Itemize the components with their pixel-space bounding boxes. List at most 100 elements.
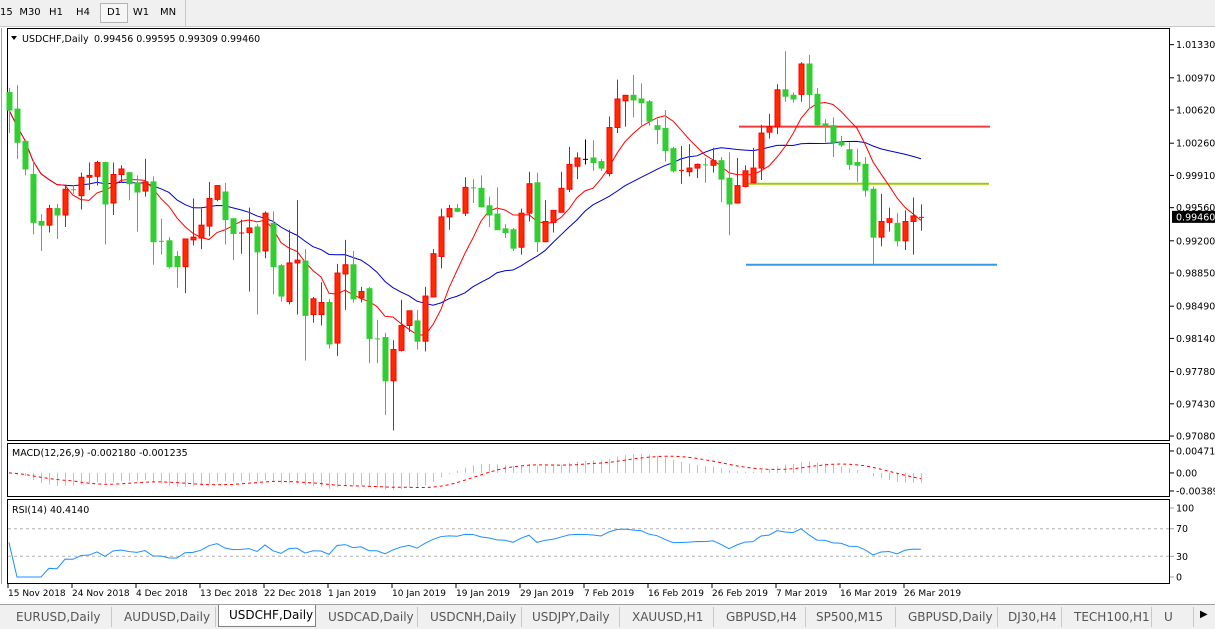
rsi-panel-frame: [7, 499, 1170, 584]
chart-tab[interactable]: USDJPY,Daily: [522, 607, 620, 627]
rsi-axis-label: 0: [1176, 573, 1182, 584]
date-axis-label: 4 Dec 2018: [136, 589, 188, 599]
candle: [239, 219, 244, 254]
candle-body: [598, 161, 605, 169]
collapse-triangle-icon[interactable]: [11, 36, 17, 40]
candle-body: [438, 216, 445, 257]
chart-tab[interactable]: AUDUSD,Daily: [114, 607, 216, 627]
price-axis-label: 1.00970: [1176, 73, 1215, 84]
candle-body: [390, 348, 397, 382]
candle-body: [462, 186, 469, 214]
candle-body: [454, 208, 461, 212]
chart-tab[interactable]: USDCNH,Daily: [420, 607, 522, 627]
candle: [598, 158, 605, 171]
candle: [886, 207, 893, 232]
date-axis-label: 16 Feb 2019: [648, 589, 704, 599]
candle: [838, 135, 845, 147]
candle-body: [382, 337, 389, 382]
candle-body: [414, 320, 421, 342]
chart-tab[interactable]: DJ30,H4: [998, 607, 1062, 627]
candle-body: [774, 89, 781, 128]
timeframe-button-h4[interactable]: H4: [76, 7, 90, 18]
tab-scroll-right-icon[interactable]: ▶: [1200, 609, 1208, 620]
candle-body: [646, 101, 653, 122]
candle: [142, 158, 149, 197]
candle-body: [718, 160, 725, 180]
date-axis-label: 22 Dec 2018: [264, 589, 322, 599]
chart-tab[interactable]: EURUSD,Daily: [6, 607, 112, 627]
candle: [646, 99, 653, 126]
price-axis-label: 0.97080: [1176, 432, 1215, 443]
candle: [718, 157, 725, 203]
candle: [14, 85, 21, 159]
candle-body: [142, 181, 149, 192]
candle: [854, 148, 861, 182]
candle-body: [590, 157, 597, 164]
timeframe-button-15[interactable]: 15: [0, 7, 13, 18]
chart-tab[interactable]: GBPUSD,H4: [716, 607, 806, 627]
timeframe-button-d1[interactable]: D1: [100, 3, 128, 23]
candle-body: [270, 222, 277, 268]
timeframe-button-m30[interactable]: M30: [19, 7, 41, 18]
candle: [86, 162, 93, 191]
candle: [670, 146, 677, 173]
candle: [814, 87, 821, 126]
chart-tab[interactable]: U: [1154, 607, 1194, 627]
candle: [302, 249, 309, 361]
chart-tab[interactable]: USDCAD,Daily: [318, 607, 418, 627]
candle-body: [302, 260, 309, 316]
chart-tab[interactable]: TECH100,H1: [1064, 607, 1152, 627]
candle-body: [30, 174, 37, 223]
candle: [278, 263, 285, 302]
candle-body: [446, 208, 453, 218]
candle: [46, 204, 53, 233]
candle-body: [486, 205, 493, 216]
candle-body: [534, 182, 541, 243]
candle: [518, 208, 525, 255]
candle: [350, 250, 357, 303]
candle-body: [694, 163, 701, 169]
candle-body: [654, 125, 661, 130]
candle: [62, 184, 69, 227]
candle: [174, 250, 181, 288]
candle: [574, 152, 581, 180]
candle: [430, 249, 437, 298]
candle: [750, 147, 757, 184]
candle-body: [126, 172, 133, 185]
candle: [326, 298, 333, 349]
chart-tab[interactable]: GBPUSD,Daily: [898, 607, 998, 627]
chart-tab[interactable]: XAUUSD,H1: [622, 607, 714, 627]
timeframe-button-w1[interactable]: W1: [132, 7, 150, 18]
candle: [30, 159, 37, 235]
date-axis-label: 7 Mar 2019: [776, 589, 828, 599]
candle: [766, 113, 773, 139]
candle-body: [6, 92, 13, 111]
price-axis-label: 0.99560: [1176, 203, 1215, 214]
candle: [222, 182, 229, 245]
chart-tabs-bar: EURUSD,Daily AUDUSD,Daily USDCHF,Daily USDC…: [0, 604, 1215, 629]
date-axis-label: 19 Jan 2019: [456, 589, 510, 599]
price-axis-label: 0.98490: [1176, 302, 1215, 313]
price-axis-label: 0.99910: [1176, 171, 1215, 182]
date-axis-label: 16 Mar 2019: [840, 589, 897, 599]
chart-tab[interactable]: USDCHF,Daily: [218, 605, 316, 627]
chart-tab[interactable]: SP500,M15: [806, 607, 896, 627]
candle-body: [510, 229, 517, 249]
timeframe-button-mn[interactable]: MN: [159, 7, 177, 18]
candle: [486, 196, 493, 227]
candle-body: [262, 212, 269, 252]
price-axis-label: 0.98140: [1176, 334, 1215, 345]
candle: [150, 176, 157, 265]
timeframe-button-h1[interactable]: H1: [49, 7, 63, 18]
candle: [790, 92, 797, 103]
price-axis-label: 0.99200: [1176, 236, 1215, 247]
candle-body: [822, 123, 829, 127]
candle-body: [494, 213, 501, 231]
candle-body: [182, 238, 189, 268]
candle: [534, 172, 541, 252]
candle-body: [342, 264, 349, 275]
candle-body: [38, 220, 45, 226]
candle-body: [422, 295, 429, 342]
candle: [654, 119, 661, 145]
